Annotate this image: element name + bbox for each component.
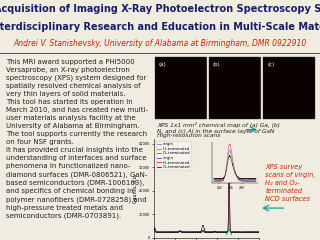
Text: XPS survey
scans of virgin,
H₂ and O₂-
terminated
NCD surfaces: XPS survey scans of virgin, H₂ and O₂- t… [265, 164, 316, 203]
virgin [155, 231, 158, 234]
O₂-terminated [252, 231, 256, 234]
Line: virgin: virgin [154, 150, 259, 232]
H₂-terminated [252, 231, 256, 234]
virgin [155, 230, 158, 233]
Text: XPS 1x1 mm² chemical map of (a) Ga, (b)
N, and (c) Al in the surface layer of Ga: XPS 1x1 mm² chemical map of (a) Ga, (b) … [157, 122, 280, 134]
FancyBboxPatch shape [263, 57, 315, 119]
O₂-terminated [257, 231, 261, 234]
virgin [257, 230, 261, 233]
Text: for Interdisciplinary Research and Education in Multi-Scale Materials: for Interdisciplinary Research and Educa… [0, 22, 320, 32]
Line: H₂-terminated: H₂-terminated [154, 150, 259, 233]
virgin [209, 231, 212, 234]
Line: O₂-terminated: O₂-terminated [154, 150, 259, 233]
H₂-terminated [256, 231, 260, 234]
Text: (c): (c) [267, 62, 275, 67]
FancyBboxPatch shape [155, 57, 206, 119]
H₂-terminated [206, 231, 210, 234]
virgin [206, 231, 210, 234]
H₂-terminated [227, 149, 231, 152]
O₂-terminated [155, 231, 158, 234]
H₂-terminated [152, 230, 156, 233]
H₂-terminated [174, 231, 178, 234]
O₂-terminated [209, 231, 212, 234]
H₂-terminated [155, 231, 158, 234]
Text: High-resolution scans
of micro-, nano-, and
ultranano- crystalline
diamond: High-resolution scans of micro-, nano-, … [157, 133, 220, 157]
H₂-terminated [155, 231, 158, 234]
Text: This MRI award supported a PHI5000
Versaprobe, an X-ray photoelectron
spectrosco: This MRI award supported a PHI5000 Versa… [6, 59, 148, 219]
Text: Andrei V. Stanishevsky, University of Alabama at Birmingham, DMR 0922910: Andrei V. Stanishevsky, University of Al… [13, 39, 307, 48]
virgin [252, 231, 256, 234]
FancyBboxPatch shape [209, 57, 260, 119]
Text: (b): (b) [213, 62, 221, 67]
Text: MRI: Acquisition of Imaging X-Ray Photoelectron Spectroscopy System: MRI: Acquisition of Imaging X-Ray Photoe… [0, 4, 320, 14]
virgin [244, 231, 247, 234]
virgin [152, 230, 156, 233]
O₂-terminated [152, 231, 156, 234]
O₂-terminated [216, 231, 220, 234]
Legend: virgin, H₂-terminated, O₂-terminated, virgin, H₂-terminated, O₂-terminated: virgin, H₂-terminated, O₂-terminated, vi… [156, 141, 191, 170]
Y-axis label: Counts, a.u.: Counts, a.u. [132, 174, 138, 203]
O₂-terminated [227, 149, 231, 152]
O₂-terminated [174, 231, 178, 234]
virgin [174, 231, 178, 234]
virgin [227, 149, 231, 151]
H₂-terminated [209, 231, 212, 234]
H₂-terminated [257, 231, 261, 234]
O₂-terminated [155, 231, 158, 234]
O₂-terminated [206, 231, 210, 234]
Text: (a): (a) [158, 62, 166, 67]
